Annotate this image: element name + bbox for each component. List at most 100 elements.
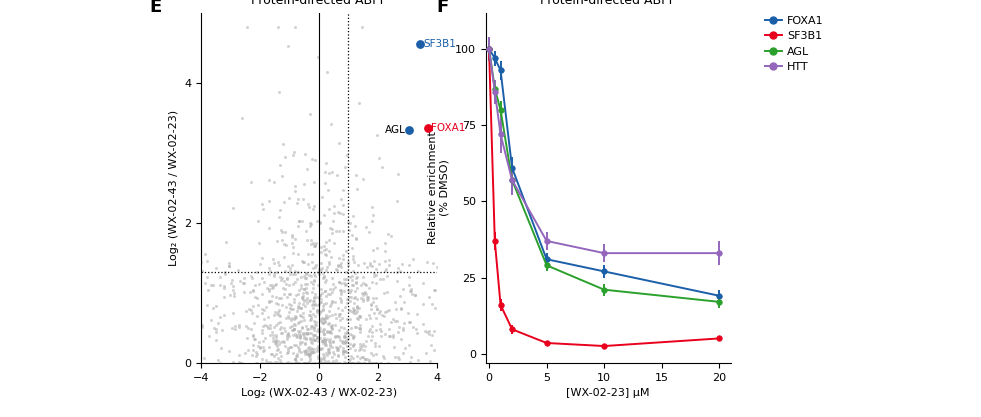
Point xyxy=(303,344,319,351)
Point xyxy=(285,250,301,257)
Point xyxy=(323,330,338,337)
Point xyxy=(329,359,344,366)
Point xyxy=(318,342,334,348)
Point xyxy=(345,342,361,349)
Point xyxy=(236,349,252,356)
Point xyxy=(245,287,261,294)
Point xyxy=(255,359,271,366)
Point xyxy=(321,337,336,344)
Point xyxy=(311,359,327,366)
Point xyxy=(280,275,295,282)
Point xyxy=(336,351,351,358)
Point xyxy=(261,198,277,204)
Point xyxy=(302,219,318,226)
Point xyxy=(199,257,215,264)
Point xyxy=(333,311,348,317)
Point xyxy=(263,322,279,329)
Point xyxy=(296,285,312,292)
Point xyxy=(336,359,351,365)
Point xyxy=(282,290,297,297)
Point xyxy=(355,176,371,182)
Point xyxy=(422,328,438,335)
Point xyxy=(293,284,309,291)
Point xyxy=(391,323,407,330)
Point xyxy=(255,323,271,329)
Point xyxy=(325,298,340,305)
Point xyxy=(245,302,261,309)
Point xyxy=(221,259,236,266)
Point xyxy=(324,254,339,261)
Point xyxy=(401,281,417,288)
Point xyxy=(337,281,353,288)
Point xyxy=(372,276,387,283)
Point xyxy=(302,111,318,118)
Point xyxy=(254,274,270,281)
Point xyxy=(357,280,373,287)
Point xyxy=(306,242,322,249)
Point xyxy=(352,359,368,366)
Point xyxy=(312,218,328,225)
Point xyxy=(345,334,361,341)
Point xyxy=(212,359,228,366)
Point xyxy=(283,268,298,274)
Point xyxy=(335,201,350,208)
Point xyxy=(388,198,404,204)
Point xyxy=(361,328,377,335)
Point xyxy=(253,359,269,366)
Point xyxy=(272,311,287,318)
Point xyxy=(389,317,405,324)
Point xyxy=(382,257,397,264)
Point xyxy=(249,351,265,358)
Point xyxy=(301,272,317,279)
Point xyxy=(418,328,434,334)
Point xyxy=(272,89,287,95)
Point xyxy=(331,352,346,359)
Point xyxy=(303,241,319,247)
Point xyxy=(334,196,349,203)
Point xyxy=(336,211,351,217)
Point xyxy=(328,359,343,366)
Point xyxy=(276,254,291,261)
Point xyxy=(232,322,247,329)
Point xyxy=(335,339,350,345)
Point xyxy=(315,339,331,346)
Point xyxy=(307,313,323,320)
Point xyxy=(243,326,259,333)
Point xyxy=(299,330,315,337)
Point xyxy=(342,340,358,347)
Point xyxy=(278,268,293,275)
Point xyxy=(365,246,381,253)
Point xyxy=(386,344,401,350)
Point xyxy=(286,355,302,362)
Point xyxy=(387,318,403,324)
Point xyxy=(276,338,291,344)
Point xyxy=(226,293,241,299)
Point xyxy=(325,354,340,360)
Point xyxy=(334,280,349,286)
Point xyxy=(322,286,337,292)
Point xyxy=(302,317,318,324)
Point xyxy=(274,359,289,366)
Point xyxy=(344,309,360,315)
Point xyxy=(304,301,320,308)
Point xyxy=(243,179,259,186)
Point xyxy=(332,334,347,341)
Point xyxy=(352,326,368,333)
Point xyxy=(292,355,308,362)
Point xyxy=(374,163,389,170)
Point xyxy=(336,304,352,311)
Point xyxy=(326,338,341,344)
Point xyxy=(240,324,256,331)
Point xyxy=(289,350,305,357)
Point xyxy=(250,217,266,224)
Point xyxy=(382,333,397,339)
Point xyxy=(351,313,367,319)
Point xyxy=(254,330,270,337)
Point xyxy=(303,339,319,346)
Point xyxy=(315,316,331,323)
Point xyxy=(284,234,300,241)
Point xyxy=(291,218,307,225)
Point xyxy=(333,296,348,303)
Point xyxy=(299,281,315,288)
Point xyxy=(273,357,288,363)
